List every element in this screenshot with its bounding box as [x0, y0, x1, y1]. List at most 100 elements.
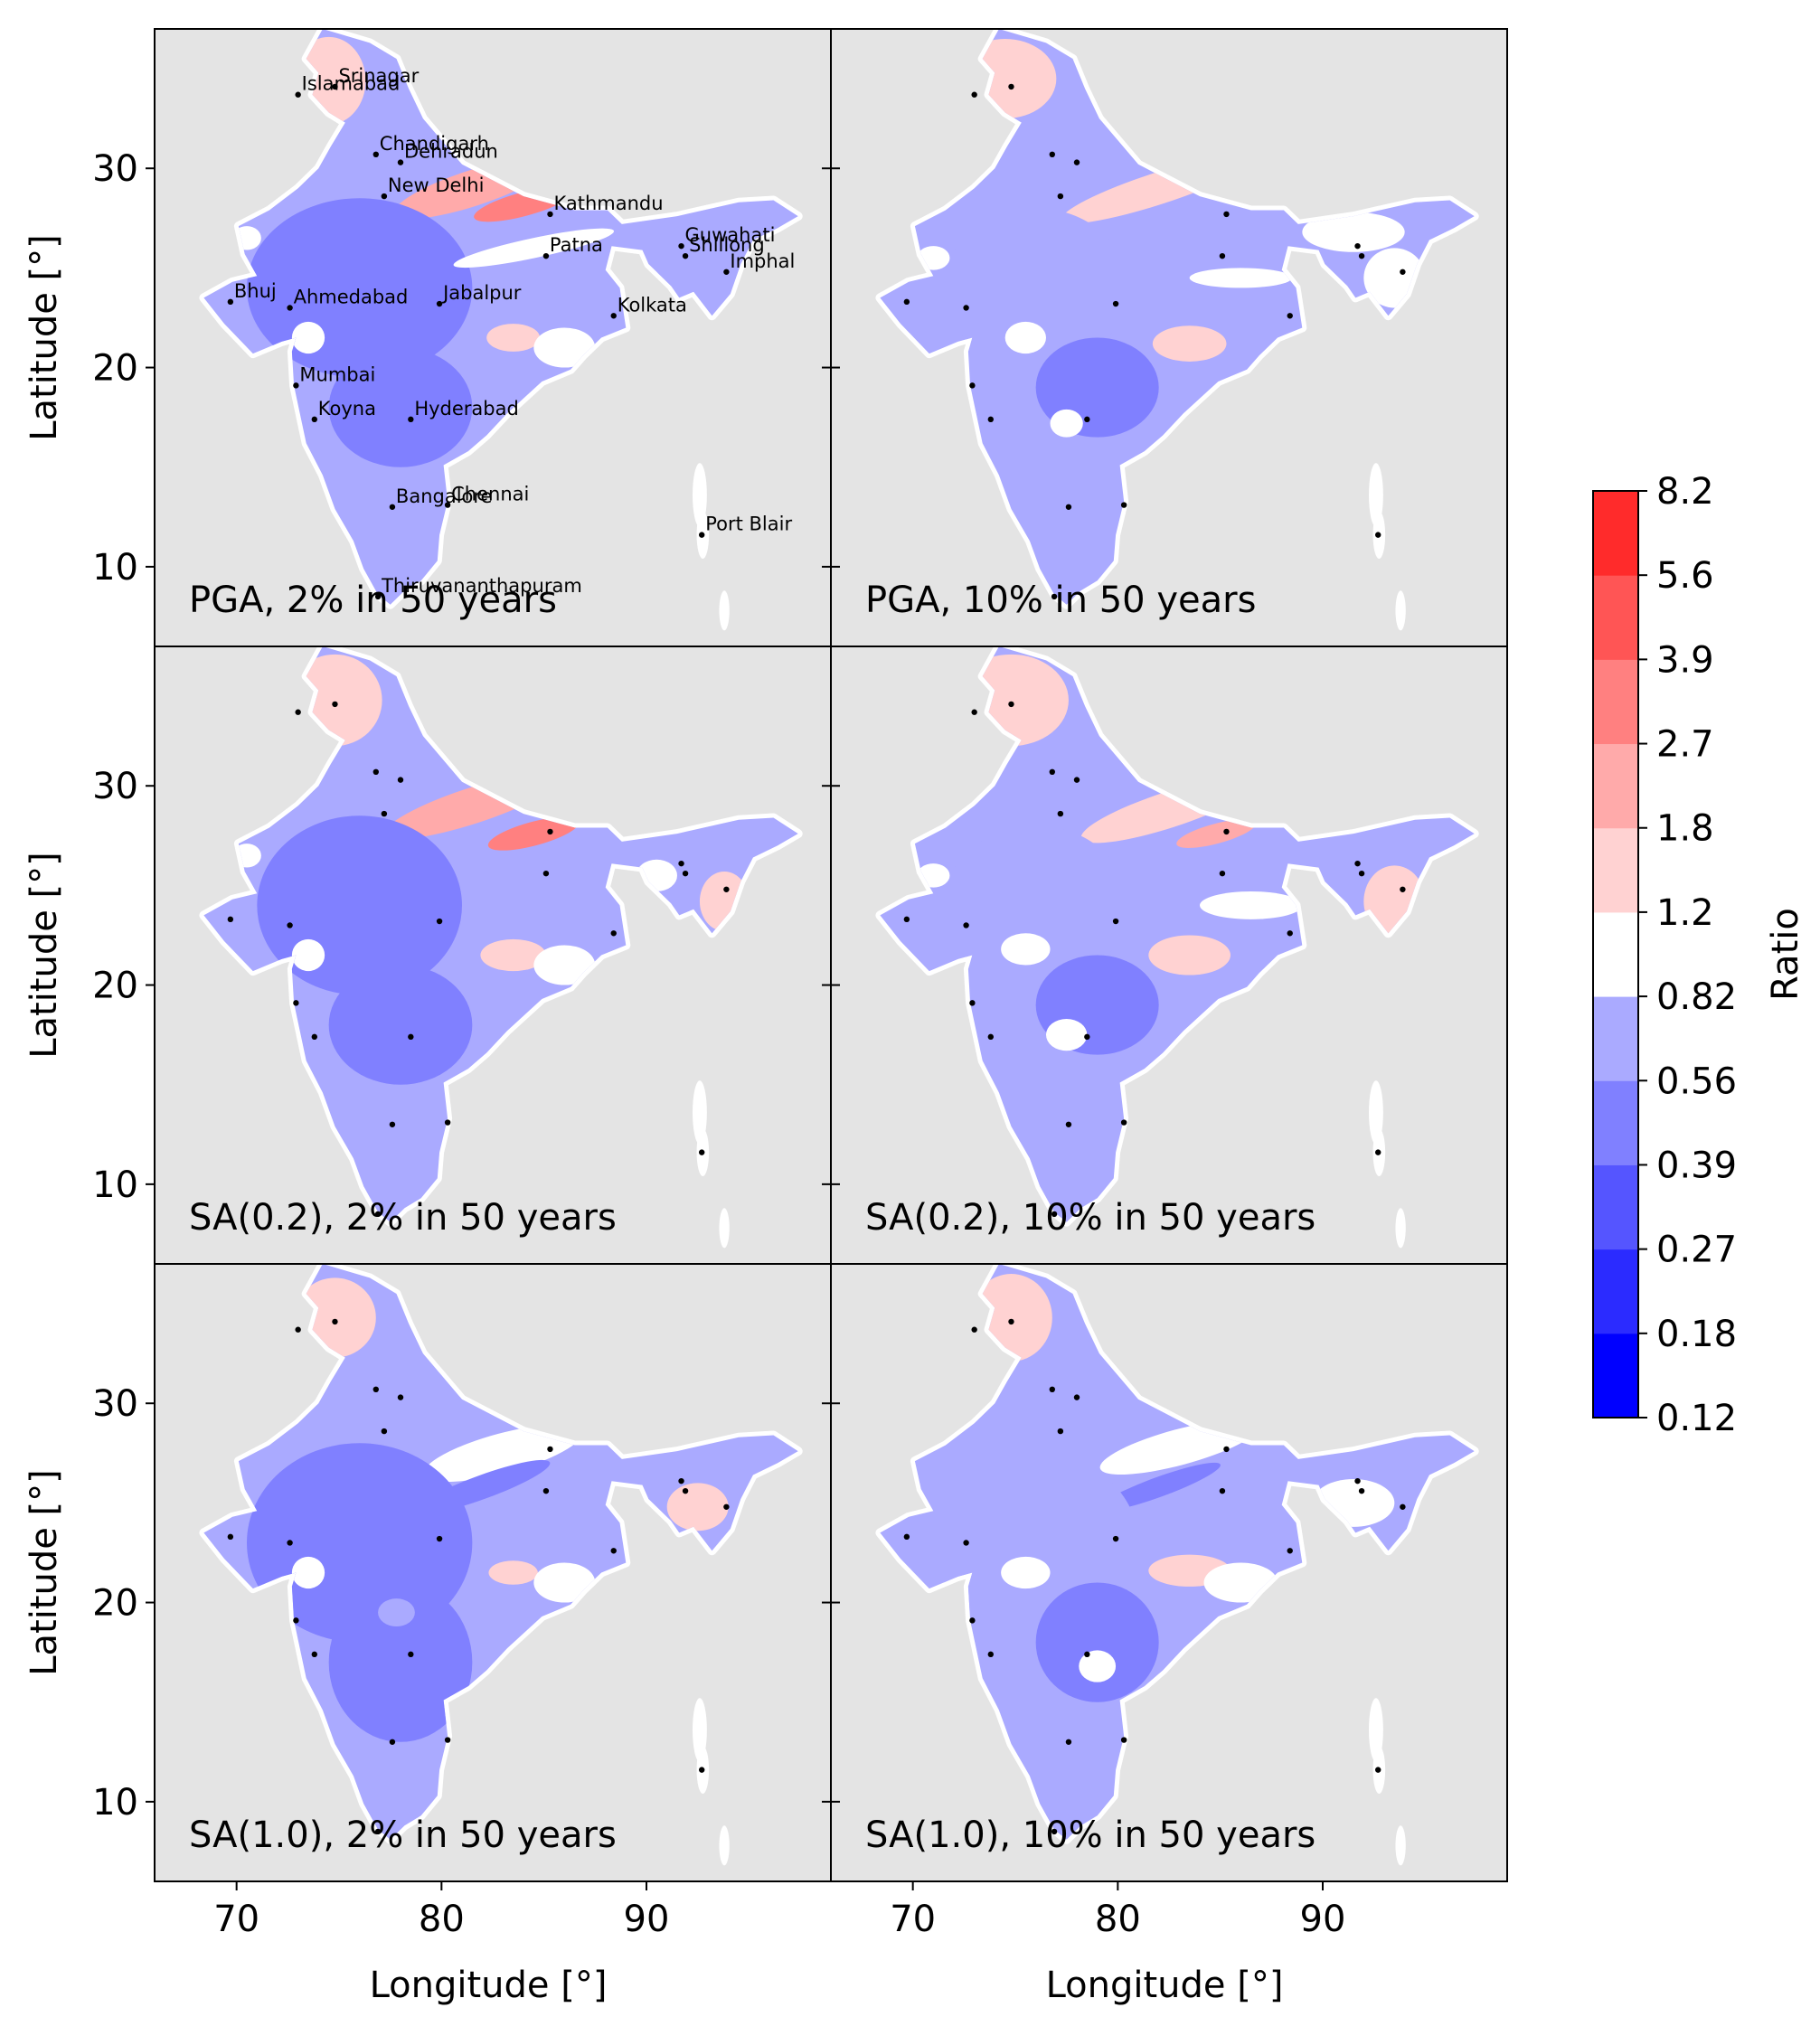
city-marker — [408, 416, 414, 423]
y-tick-label: 30 — [92, 766, 138, 807]
city-marker — [547, 211, 553, 218]
y-tick-label: 20 — [92, 348, 138, 390]
colorbar-tick-label: 2.7 — [1656, 724, 1714, 766]
hazard-region — [453, 228, 615, 269]
city-marker — [542, 870, 550, 877]
city-marker — [1400, 1503, 1406, 1510]
city-marker — [1287, 313, 1293, 319]
hazard-region — [487, 816, 580, 851]
hazard-region — [1152, 325, 1227, 362]
city-marker — [969, 1617, 976, 1624]
city-label: Chennai — [451, 484, 529, 505]
hazard-region — [1148, 935, 1231, 976]
hazard-region — [486, 324, 541, 352]
island — [719, 1825, 730, 1866]
city-marker — [408, 1033, 414, 1041]
hazard-region — [1176, 819, 1257, 848]
city-marker — [374, 1211, 382, 1218]
city-marker — [295, 1326, 301, 1333]
city-marker — [1223, 828, 1230, 835]
city-marker — [1354, 1477, 1361, 1484]
hazard-region — [328, 347, 473, 467]
y-axis-title: Latitude [°] — [24, 1469, 65, 1676]
hazard-region — [533, 327, 596, 368]
y-axis-title: Latitude [°] — [24, 234, 65, 441]
city-marker — [971, 91, 977, 98]
city-label: Bhuj — [234, 280, 277, 302]
city-marker — [1051, 1211, 1058, 1218]
y-tick-label: 30 — [92, 1383, 138, 1425]
panel-plot-area — [831, 646, 1507, 1264]
city-marker — [374, 593, 382, 600]
hazard-region — [1035, 1582, 1159, 1702]
hazard-region — [1079, 1650, 1117, 1682]
city-marker — [610, 930, 617, 937]
city-marker — [1375, 532, 1382, 538]
city-marker — [311, 1651, 317, 1658]
island — [693, 1080, 707, 1145]
city-marker — [1223, 1446, 1230, 1453]
city-marker — [678, 860, 684, 867]
x-axis-title: Longitude [°] — [370, 1965, 608, 2006]
city-label: Kathmandu — [553, 193, 663, 214]
panel-frame — [830, 1263, 1508, 1882]
city-marker — [1112, 300, 1119, 307]
y-tick-label: 10 — [92, 547, 138, 589]
colorbar: 0.12 0.18 0.27 0.39 0.56 0.82 1.2 1.8 2.7 3.9 5.6 8… — [1592, 471, 1806, 1439]
y-tick-label: 20 — [92, 1583, 138, 1625]
colorbar-segment — [1593, 996, 1638, 1081]
city-marker — [227, 916, 234, 923]
hazard-region — [656, 243, 740, 292]
y-tick-label: 30 — [92, 148, 138, 190]
island — [693, 1698, 707, 1762]
city-label: New Delhi — [388, 174, 485, 196]
map-panel: SA(1.0), 2% in 50 years — [146, 1263, 832, 1890]
colorbar-segment — [1593, 575, 1638, 660]
city-marker — [444, 1119, 451, 1126]
city-marker — [987, 1033, 994, 1041]
city-marker — [969, 1000, 976, 1006]
india-land — [203, 646, 798, 1222]
y-tick-label: 10 — [92, 1782, 138, 1824]
colorbar-segment — [1593, 827, 1638, 913]
city-marker — [372, 1386, 379, 1393]
city-marker — [287, 922, 293, 928]
panel-plot-area — [155, 1264, 831, 1881]
city-marker — [682, 252, 689, 259]
colorbar-segment — [1593, 743, 1638, 829]
colorbar-tick-label: 0.82 — [1656, 976, 1737, 1018]
city-marker — [436, 300, 443, 307]
x-tick-label: 70 — [213, 1899, 259, 1940]
city-marker — [1400, 886, 1406, 892]
india-land — [880, 1264, 1475, 1840]
x-tick-label: 90 — [1300, 1899, 1346, 1940]
city-marker — [1358, 1487, 1365, 1494]
city-marker — [389, 1739, 396, 1745]
y-axis-title: Latitude [°] — [24, 852, 65, 1059]
map-panel: PGA, 10% in 50 years — [822, 28, 1508, 647]
city-marker — [542, 252, 550, 259]
city-marker — [682, 1487, 689, 1494]
hazard-region — [943, 825, 1128, 985]
city-marker — [1049, 768, 1055, 776]
city-label: Koyna — [318, 398, 376, 419]
city-marker — [1219, 252, 1226, 259]
city-label: Mumbai — [299, 363, 375, 385]
city-marker — [610, 313, 617, 319]
city-label: Dehradun — [404, 141, 498, 163]
island — [1369, 1080, 1383, 1145]
city-marker — [969, 382, 976, 389]
hazard-region — [1200, 891, 1303, 919]
city-marker — [397, 777, 404, 783]
city-marker — [1057, 1428, 1064, 1435]
colorbar-segment — [1593, 491, 1638, 576]
city-marker — [293, 1617, 299, 1624]
hazard-region — [1189, 268, 1292, 288]
city-marker — [381, 810, 388, 817]
city-marker — [287, 1540, 293, 1546]
city-marker — [987, 1651, 994, 1658]
city-marker — [1375, 1149, 1382, 1155]
city-marker — [678, 242, 684, 250]
india-land — [880, 646, 1475, 1222]
city-marker — [1008, 1318, 1014, 1325]
